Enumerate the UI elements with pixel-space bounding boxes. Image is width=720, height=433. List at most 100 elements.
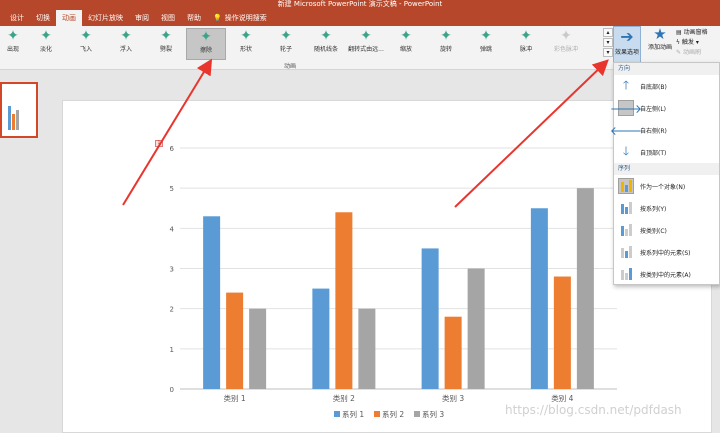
legend-label: 系列 2	[382, 409, 404, 419]
sequence-option[interactable]: 按系列(Y)	[614, 197, 719, 219]
add-animation-button[interactable]: ★ 添加动画	[645, 26, 675, 70]
tell-me-label: 操作说明搜索	[224, 14, 267, 22]
animation-label: 翻转式由远...	[348, 46, 384, 53]
sequence-option-label: 按系列(Y)	[640, 205, 667, 213]
arrow-down-icon: 🡓	[622, 143, 630, 158]
column-chart[interactable]: 0 1 2 3 4 5 6 类别 1 类别 2 类别 3 类别 4 系列 1 系列 2 系列 3	[62, 100, 720, 433]
star-icon: ✦	[280, 28, 292, 44]
animation-gallery: ✦ 出现 ✦ 淡化 ✦ 飞入 ✦ 浮入 ✦ 劈裂 ✦ 擦除 ✦ 形状 ✦ 轮子 ✦ 随机线条 ✦ 翻转式由远... ✦ 缩…	[0, 26, 600, 60]
ribbon-group-label: 动画	[283, 63, 296, 70]
direction-option[interactable]: 🡓 自顶部(T)	[614, 141, 719, 163]
sequence-option[interactable]: 按类别(C)	[614, 219, 719, 241]
direction-option[interactable]: 🡑 自底部(B)	[614, 75, 719, 97]
pane-icon: ▤	[676, 29, 682, 36]
gallery-scroll-down-button[interactable]: ▾	[603, 38, 613, 47]
arrow-right-icon: 🡒	[609, 100, 643, 116]
star-icon: ✦	[200, 29, 212, 45]
direction-option-label: 自右侧(R)	[640, 127, 667, 135]
slide-thumbnail-pane	[0, 70, 52, 433]
title-bar: 新建 Microsoft PowerPoint 演示文稿 - PowerPoin…	[0, 0, 720, 10]
x-category-label: 类别 3	[442, 393, 464, 403]
bar	[312, 288, 330, 389]
y-tick-label: 2	[170, 306, 174, 314]
y-tick-label: 0	[170, 386, 174, 394]
star-icon: ✦	[560, 28, 572, 44]
animation-item[interactable]: ✦ 劈裂	[146, 28, 186, 60]
watermark: https://blog.csdn.net/pdfdash	[505, 403, 682, 417]
animation-item[interactable]: ✦ 飞入	[66, 28, 106, 60]
animation-item[interactable]: ✦ 弹跳	[466, 28, 506, 60]
animation-label: 劈裂	[159, 46, 172, 53]
y-tick-label: 6	[170, 145, 175, 153]
animation-label: 旋转	[439, 46, 452, 53]
bar	[358, 308, 376, 389]
menu-tab[interactable]: 帮助	[187, 14, 201, 22]
lightning-icon: ϟ	[676, 39, 680, 46]
bar	[203, 216, 221, 389]
direction-option-label: 自底部(B)	[640, 83, 667, 91]
sequence-option-label: 作为一个对象(N)	[640, 183, 686, 191]
effect-options-label: 效果选项	[614, 49, 639, 56]
star-icon: ✦	[400, 28, 412, 44]
animation-item[interactable]: ✦ 随机线条	[306, 28, 346, 60]
menu-tab[interactable]: 切换	[36, 14, 50, 22]
bar-sequence-icon	[618, 200, 634, 216]
star-icon: ✦	[40, 28, 52, 44]
animation-label: 飞入	[79, 46, 92, 53]
star-icon: ✦	[320, 28, 332, 44]
ribbon: ✦ 出现 ✦ 淡化 ✦ 飞入 ✦ 浮入 ✦ 劈裂 ✦ 擦除 ✦ 形状 ✦ 轮子 ✦ 随机线条 ✦ 翻转式由远... ✦ 缩…	[0, 26, 720, 70]
bar	[576, 188, 594, 389]
gallery-scroll-up-button[interactable]: ▴	[603, 28, 613, 37]
menu-tab[interactable]: 设计	[10, 14, 24, 22]
y-tick-label: 4	[170, 225, 175, 233]
slide-thumbnail[interactable]	[0, 82, 38, 138]
animation-item[interactable]: ✦ 淡化	[26, 28, 66, 60]
animation-pane-button[interactable]: ▤ 动画窗格	[676, 28, 720, 38]
menu-tab[interactable]: 动画	[56, 10, 82, 26]
animation-label: 弹跳	[479, 46, 492, 53]
animation-item[interactable]: ✦ 彩色脉冲	[546, 28, 586, 60]
animation-label: 轮子	[279, 46, 292, 53]
animation-painter-button[interactable]: ✎ 动画刷	[676, 48, 720, 58]
animation-item[interactable]: ✦ 翻转式由远...	[346, 28, 386, 60]
sequence-option-label: 按类别(C)	[640, 227, 667, 235]
sequence-option[interactable]: 按类别中的元素(A)	[614, 263, 719, 285]
sequence-header: 序列	[614, 163, 719, 175]
bar-sequence-icon	[618, 266, 634, 282]
gallery-more-button[interactable]: ▾	[603, 48, 613, 57]
tell-me-search[interactable]: 💡 操作说明搜索	[213, 13, 267, 23]
star-icon: ✦	[160, 28, 172, 44]
animation-pane-label: 动画窗格	[683, 29, 708, 36]
animation-item[interactable]: ✦ 浮入	[106, 28, 146, 60]
animation-item[interactable]: ✦ 旋转	[426, 28, 466, 60]
animation-label: 浮入	[119, 46, 132, 53]
y-tick-label: 3	[170, 266, 174, 274]
animation-item[interactable]: ✦ 擦除	[186, 28, 226, 60]
star-icon: ✦	[480, 28, 492, 44]
sequence-option[interactable]: 作为一个对象(N)	[614, 175, 719, 197]
legend-swatch	[334, 411, 340, 417]
animation-label: 缩放	[399, 46, 412, 53]
trigger-button[interactable]: ϟ 触发 ▾	[676, 39, 699, 46]
animation-item[interactable]: ✦ 缩放	[386, 28, 426, 60]
x-category-label: 类别 2	[333, 393, 355, 403]
x-category-label: 类别 1	[224, 393, 246, 403]
menu-tab[interactable]: 视图	[161, 14, 175, 22]
bar-sequence-icon	[618, 244, 634, 260]
bar	[421, 248, 439, 389]
direction-option[interactable]: 🡒 自左侧(L)	[609, 97, 719, 119]
animation-item[interactable]: ✦ 形状	[226, 28, 266, 60]
animation-label: 随机线条	[313, 46, 338, 53]
animation-item[interactable]: ✦ 出现	[0, 28, 26, 60]
y-tick-label: 1	[170, 346, 174, 354]
arrow-up-icon: 🡑	[622, 77, 630, 92]
bar	[249, 308, 267, 389]
y-tick-label: 5	[170, 185, 174, 193]
menu-tab[interactable]: 幻灯片放映	[88, 14, 123, 22]
sequence-option[interactable]: 按系列中的元素(S)	[614, 241, 719, 263]
direction-option[interactable]: 🡐 自右侧(R)	[610, 119, 719, 141]
animation-label: 出现	[6, 46, 19, 53]
animation-item[interactable]: ✦ 脉冲	[506, 28, 546, 60]
menu-tab[interactable]: 审阅	[135, 14, 149, 22]
animation-item[interactable]: ✦ 轮子	[266, 28, 306, 60]
